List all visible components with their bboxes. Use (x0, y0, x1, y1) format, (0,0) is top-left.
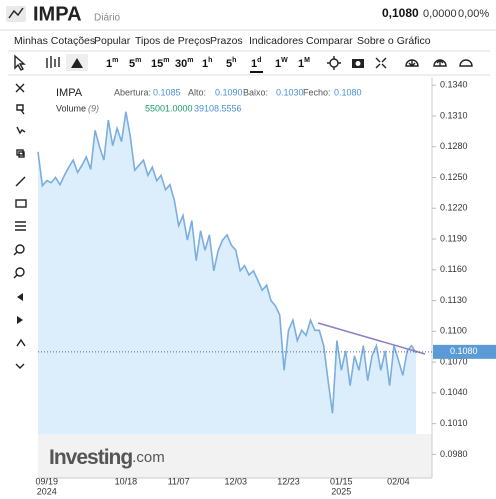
menu-item[interactable]: Sobre o Gráfico (357, 35, 431, 47)
x-tick-label: 12/03 (225, 476, 248, 486)
y-tick-label: 0.0980 (440, 449, 468, 459)
drawing-toolbar[interactable] (13, 83, 27, 369)
interval-number: 30 (175, 58, 187, 70)
y-tick-label: 0.1130 (440, 295, 467, 305)
menu-item[interactable]: Indicadores (249, 35, 303, 47)
interval-button[interactable]: 1m (106, 57, 118, 70)
interval-number: 1 (275, 58, 281, 70)
legend-low-label: Baixo: (243, 87, 268, 97)
interval-button[interactable]: 5h (226, 57, 236, 70)
interval-unit: m (163, 57, 169, 64)
y-tick-label: 0.1040 (440, 387, 468, 397)
symbol-icon (6, 6, 26, 22)
interval-unit: M (304, 57, 310, 64)
logo-suffix: .com (132, 449, 165, 466)
interval-button[interactable]: 1d (251, 57, 261, 70)
last-price-label: 0.1080 (450, 346, 478, 356)
year-label: 2024 (37, 486, 57, 496)
interval-unit: d (257, 57, 261, 64)
y-tick-label: 0.1070 (440, 356, 468, 366)
change: 0,0000 (423, 8, 457, 20)
interval-number: 1 (298, 58, 304, 70)
interval-unit: m (135, 57, 141, 64)
legend-high-label: Alto: (188, 87, 206, 97)
interval-unit: m (187, 57, 193, 64)
interval-button[interactable]: 30m (175, 57, 193, 70)
y-tick-label: 0.1160 (440, 264, 467, 274)
last-price-box (433, 344, 496, 359)
interval-number: 1 (251, 58, 257, 70)
toolbar-icons[interactable] (14, 54, 473, 71)
interval-button[interactable]: 1h (202, 57, 212, 70)
menu-item[interactable]: Tipos de Preços (135, 35, 210, 47)
interval-unit: W (281, 57, 288, 64)
y-tick-label: 0.1310 (440, 110, 468, 120)
menu-item[interactable]: Prazos (210, 35, 243, 47)
interval-number: 1 (202, 58, 208, 70)
interval-button[interactable]: 1W (275, 57, 288, 70)
x-tick-label: 01/15 (330, 476, 353, 486)
legend-low: 0.1030 (276, 87, 304, 97)
interval-number: 1 (106, 58, 112, 70)
volume-label: Volume (56, 103, 86, 113)
interval-button[interactable]: 5m (129, 57, 141, 70)
x-tick-label: 11/07 (168, 476, 190, 486)
x-tick-label: 12/23 (277, 476, 300, 486)
y-tick-label: 0.1220 (440, 203, 468, 213)
volume-pane (38, 434, 432, 478)
interval-unit: h (208, 57, 212, 64)
price-line (37, 111, 417, 414)
interval-unit: h (232, 57, 236, 64)
legend-symbol: IMPA (56, 87, 83, 99)
interval-button[interactable]: 1M (298, 57, 310, 70)
interval-number: 15 (151, 58, 163, 70)
interval: Diário (94, 13, 121, 24)
x-tick-label: 09/19 (36, 476, 59, 486)
interval-number: 5 (226, 58, 232, 70)
menu-item[interactable]: Popular (94, 35, 131, 47)
volume-period: (9) (88, 103, 99, 113)
logo: Investing.com (49, 446, 165, 469)
volume-value: 55001.0000 (145, 103, 193, 113)
x-tick-label: 10/18 (115, 476, 138, 486)
logo-main: Investing (49, 446, 132, 469)
y-tick-label: 0.1100 (440, 326, 467, 336)
interval-button[interactable]: 15m (151, 57, 169, 70)
year-label: 2025 (331, 486, 351, 496)
change-pct: 0,00% (458, 8, 489, 20)
legend-open-label: Abertura: (114, 87, 151, 97)
price-area (38, 111, 416, 435)
x-tick-label: 02/04 (387, 476, 410, 486)
menu-item[interactable]: Comparar (306, 35, 353, 47)
interval-number: 5 (129, 58, 135, 70)
legend-high: 0.1090 (215, 87, 243, 97)
y-tick-label: 0.1250 (440, 172, 468, 182)
y-tick-label: 0.1010 (440, 418, 468, 428)
menu-item[interactable]: Minhas Cotações (14, 35, 95, 47)
price: 0,1080 (382, 6, 419, 20)
legend-close-label: Fecho: (303, 87, 331, 97)
trend-line[interactable] (317, 322, 426, 355)
y-tick-label: 0.1340 (440, 80, 468, 90)
symbol: IMPA (33, 3, 82, 25)
volume-ma: 39108.5556 (194, 103, 242, 113)
y-tick-label: 0.1190 (440, 233, 467, 243)
legend-open: 0.1085 (153, 87, 181, 97)
y-tick-label: 0.1280 (440, 141, 468, 151)
interval-unit: m (112, 57, 118, 64)
legend-close: 0.1080 (334, 87, 362, 97)
